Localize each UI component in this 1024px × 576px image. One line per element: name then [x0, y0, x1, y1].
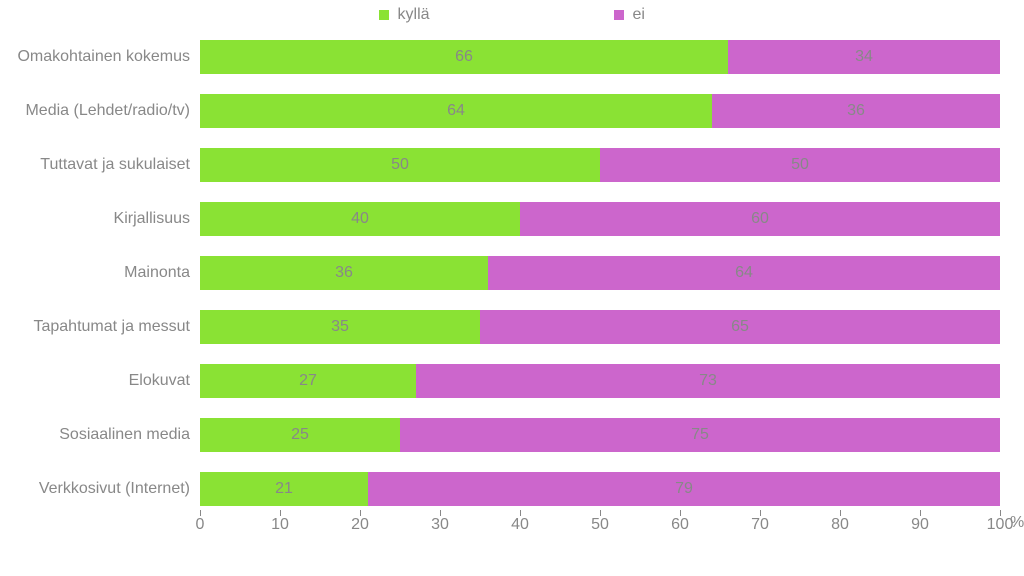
bar-segment-yes: 64	[200, 94, 712, 128]
bar-track: 3565	[200, 310, 1000, 344]
bar-track: 2575	[200, 418, 1000, 452]
bar-row: Mainonta3664	[200, 256, 1000, 290]
bar-segment-yes: 50	[200, 148, 600, 182]
category-label: Mainonta	[0, 264, 200, 282]
bar-segment-no: 36	[712, 94, 1000, 128]
bar-track: 6634	[200, 40, 1000, 74]
stacked-bar-chart: kyllä ei Omakohtainen kokemus6634 Media (…	[0, 0, 1024, 576]
bar-row: Kirjallisuus4060	[200, 202, 1000, 236]
legend-label-yes: kyllä	[398, 6, 430, 23]
bar-segment-no: 73	[416, 364, 1000, 398]
bar-track: 5050	[200, 148, 1000, 182]
x-tick-label: 0	[196, 516, 205, 534]
bar-segment-no: 60	[520, 202, 1000, 236]
x-tick-label: 40	[511, 516, 529, 534]
x-axis-unit: %	[1010, 514, 1024, 532]
category-label: Tapahtumat ja messut	[0, 318, 200, 336]
x-tick-label: 30	[431, 516, 449, 534]
category-label: Verkkosivut (Internet)	[0, 480, 200, 498]
legend-item-yes: kyllä	[379, 6, 429, 24]
bar-segment-no: 65	[480, 310, 1000, 344]
bar-segment-yes: 40	[200, 202, 520, 236]
category-label: Media (Lehdet/radio/tv)	[0, 102, 200, 120]
bar-track: 6436	[200, 94, 1000, 128]
category-label: Tuttavat ja sukulaiset	[0, 156, 200, 174]
bar-row: Media (Lehdet/radio/tv)6436	[200, 94, 1000, 128]
legend-item-no: ei	[614, 6, 645, 24]
bar-track: 3664	[200, 256, 1000, 290]
bar-row: Elokuvat2773	[200, 364, 1000, 398]
category-label: Omakohtainen kokemus	[0, 48, 200, 66]
bar-segment-no: 34	[728, 40, 1000, 74]
bar-segment-no: 64	[488, 256, 1000, 290]
x-tick-label: 50	[591, 516, 609, 534]
bar-segment-yes: 66	[200, 40, 728, 74]
bar-segment-no: 50	[600, 148, 1000, 182]
bar-track: 4060	[200, 202, 1000, 236]
bar-rows: Omakohtainen kokemus6634 Media (Lehdet/ra…	[200, 40, 1000, 526]
legend-swatch-yes	[379, 10, 389, 20]
bar-segment-no: 75	[400, 418, 1000, 452]
plot-area: Omakohtainen kokemus6634 Media (Lehdet/ra…	[200, 40, 1000, 530]
bar-row: Sosiaalinen media2575	[200, 418, 1000, 452]
legend-label-no: ei	[632, 6, 644, 23]
x-tick-label: 20	[351, 516, 369, 534]
x-tick-label: 10	[271, 516, 289, 534]
x-tick-label: 60	[671, 516, 689, 534]
bar-segment-yes: 36	[200, 256, 488, 290]
bar-segment-yes: 25	[200, 418, 400, 452]
bar-segment-no: 79	[368, 472, 1000, 506]
x-tick-label: 80	[831, 516, 849, 534]
bar-row: Omakohtainen kokemus6634	[200, 40, 1000, 74]
category-label: Elokuvat	[0, 372, 200, 390]
bar-segment-yes: 21	[200, 472, 368, 506]
legend-swatch-no	[614, 10, 624, 20]
bar-track: 2179	[200, 472, 1000, 506]
bar-track: 2773	[200, 364, 1000, 398]
category-label: Sosiaalinen media	[0, 426, 200, 444]
bar-segment-yes: 35	[200, 310, 480, 344]
x-tick-label: 90	[911, 516, 929, 534]
bar-row: Verkkosivut (Internet)2179	[200, 472, 1000, 506]
bar-segment-yes: 27	[200, 364, 416, 398]
bar-row: Tapahtumat ja messut3565	[200, 310, 1000, 344]
x-tick-label: 70	[751, 516, 769, 534]
x-axis: 0102030405060708090100	[200, 510, 1000, 530]
legend: kyllä ei	[0, 6, 1024, 24]
category-label: Kirjallisuus	[0, 210, 200, 228]
bar-row: Tuttavat ja sukulaiset5050	[200, 148, 1000, 182]
